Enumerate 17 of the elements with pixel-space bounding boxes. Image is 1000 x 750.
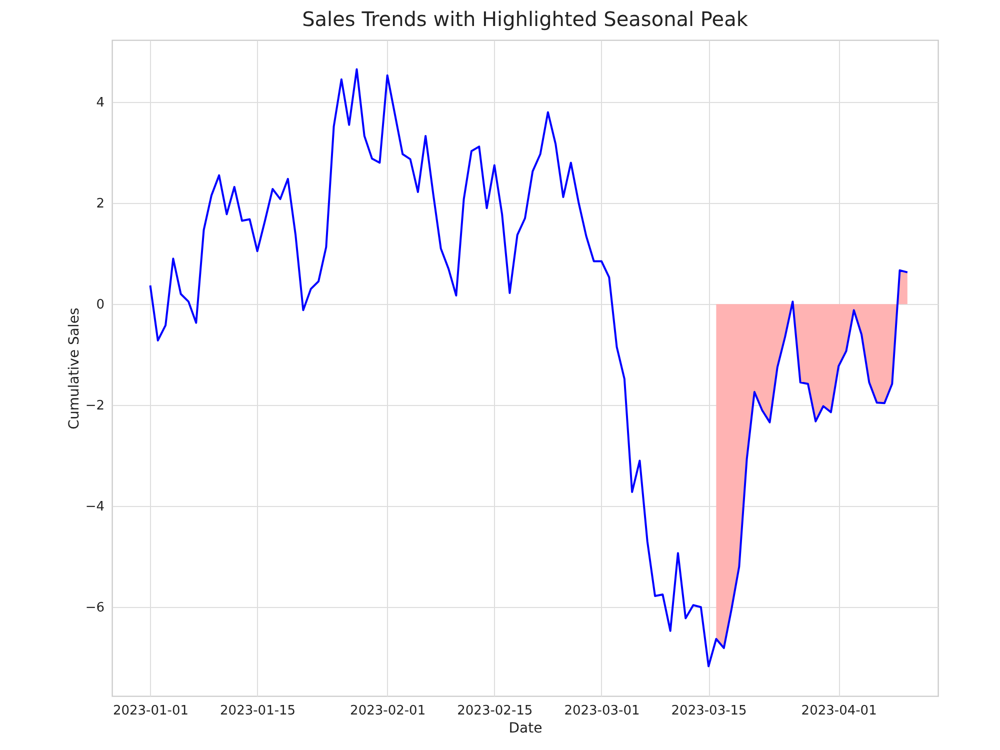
chart-title: Sales Trends with Highlighted Seasonal Peak [302,7,748,31]
y-tick-label: −6 [85,600,104,616]
y-tick-label: 2 [96,196,104,212]
x-axis-title: Date [508,720,542,736]
y-tick-label: 4 [96,96,104,111]
x-tick-label: 2023-03-15 [671,704,747,718]
y-tick-label: −4 [85,500,104,515]
y-tick-label: 0 [96,298,104,313]
x-tick-label: 2023-02-15 [457,704,533,718]
x-tick-label: 2023-01-15 [220,704,296,718]
x-tick-label: 2023-04-01 [801,704,877,718]
x-tick-label: 2023-01-01 [112,704,189,718]
y-axis-title: Cumulative Sales [66,308,82,430]
line-series [149,68,908,668]
y-tick-label: −2 [85,398,104,414]
x-tick-label: 2023-02-01 [350,704,426,718]
x-tick-label: 2023-03-01 [564,704,640,718]
